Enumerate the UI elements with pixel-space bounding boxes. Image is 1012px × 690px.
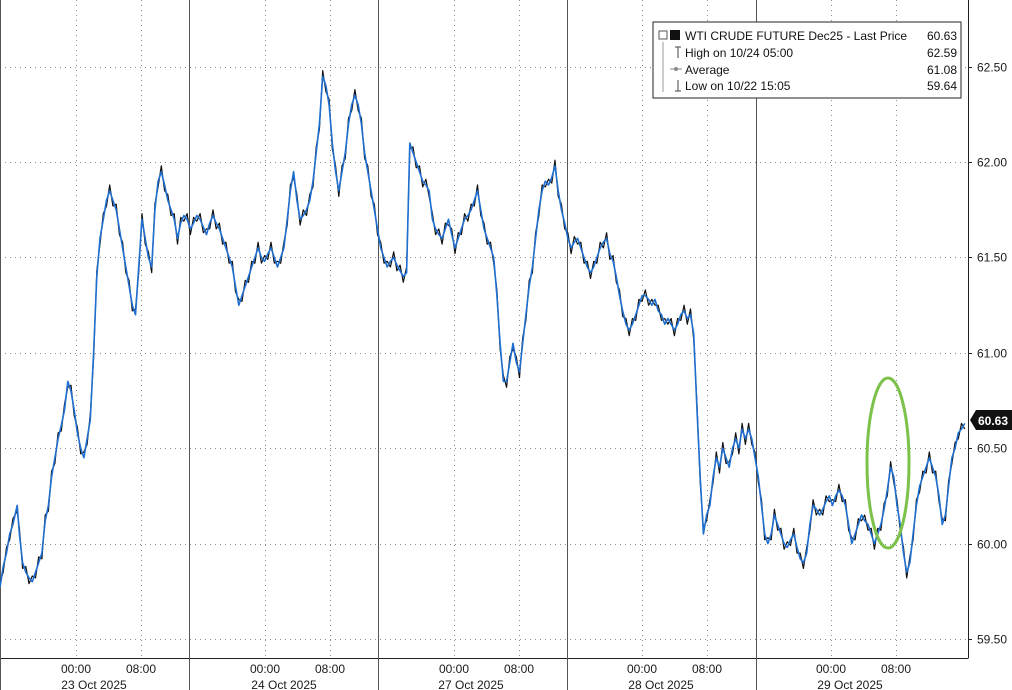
y-tick-label: 61.50 <box>977 251 1007 265</box>
legend-average-label: Average <box>685 63 730 77</box>
x-date-label: 24 Oct 2025 <box>251 678 317 690</box>
vertical-gridlines <box>76 0 897 658</box>
y-tick-label: 62.00 <box>977 156 1007 170</box>
price-series-line <box>0 75 966 588</box>
low-marker-icon <box>675 80 681 92</box>
day-separators <box>0 0 757 690</box>
y-tick-label: 61.00 <box>977 347 1007 361</box>
y-tick-label: 59.50 <box>977 633 1007 647</box>
x-time-tick-label: 08:00 <box>126 662 156 676</box>
y-tick-label: 60.00 <box>977 538 1007 552</box>
legend-series-swatch <box>670 30 680 40</box>
x-date-label: 29 Oct 2025 <box>817 678 883 690</box>
legend-high-value: 62.59 <box>927 46 957 60</box>
x-time-tick-label: 00:00 <box>61 662 91 676</box>
x-axis-date-labels: 23 Oct 2025 24 Oct 2025 27 Oct 2025 28 Oct … <box>61 678 883 690</box>
x-time-tick-label: 08:00 <box>315 662 345 676</box>
x-date-label: 23 Oct 2025 <box>61 678 127 690</box>
y-tick-label: 60.50 <box>977 442 1007 456</box>
last-price-tag: 60.63 <box>970 410 1012 430</box>
legend-high-label: High on 10/24 05:00 <box>685 46 793 60</box>
series-layer <box>0 69 966 588</box>
x-time-tick-label: 08:00 <box>692 662 722 676</box>
high-marker-icon <box>675 46 681 58</box>
x-time-tick-label: 00:00 <box>250 662 280 676</box>
average-marker-icon <box>670 67 682 71</box>
legend-title: WTI CRUDE FUTURE Dec25 - Last Price <box>685 29 907 43</box>
legend-low-label: Low on 10/22 15:05 <box>685 79 791 93</box>
x-time-tick-label: 08:00 <box>504 662 534 676</box>
legend: WTI CRUDE FUTURE Dec25 - Last Price 60.6… <box>652 21 962 99</box>
x-date-label: 28 Oct 2025 <box>628 678 694 690</box>
legend-average-value: 61.08 <box>927 63 957 77</box>
legend-low-value: 59.64 <box>927 79 957 93</box>
horizontal-gridlines <box>0 67 968 640</box>
price-series-shadow-line <box>0 69 966 585</box>
x-time-tick-label: 00:00 <box>627 662 657 676</box>
highlight-ellipse <box>865 376 911 550</box>
legend-box <box>652 21 962 99</box>
x-time-tick-label: 00:00 <box>439 662 469 676</box>
legend-expand-icon[interactable] <box>658 30 668 40</box>
y-tick-label: 62.50 <box>977 61 1007 75</box>
last-price-tag-text: 60.63 <box>978 414 1008 428</box>
x-time-tick-label: 00:00 <box>816 662 846 676</box>
last-price-tag-bg <box>970 410 1012 430</box>
x-date-label: 27 Oct 2025 <box>438 678 504 690</box>
x-time-tick-label: 08:00 <box>881 662 911 676</box>
legend-last-price: 60.63 <box>927 29 957 43</box>
y-axis-ticks: 62.50 62.00 61.50 61.00 60.50 60.00 59.50 <box>968 61 1007 647</box>
x-axis-time-ticks: 00:00 08:00 00:00 08:00 00:00 08:00 00:00 08:00… <box>61 662 911 676</box>
